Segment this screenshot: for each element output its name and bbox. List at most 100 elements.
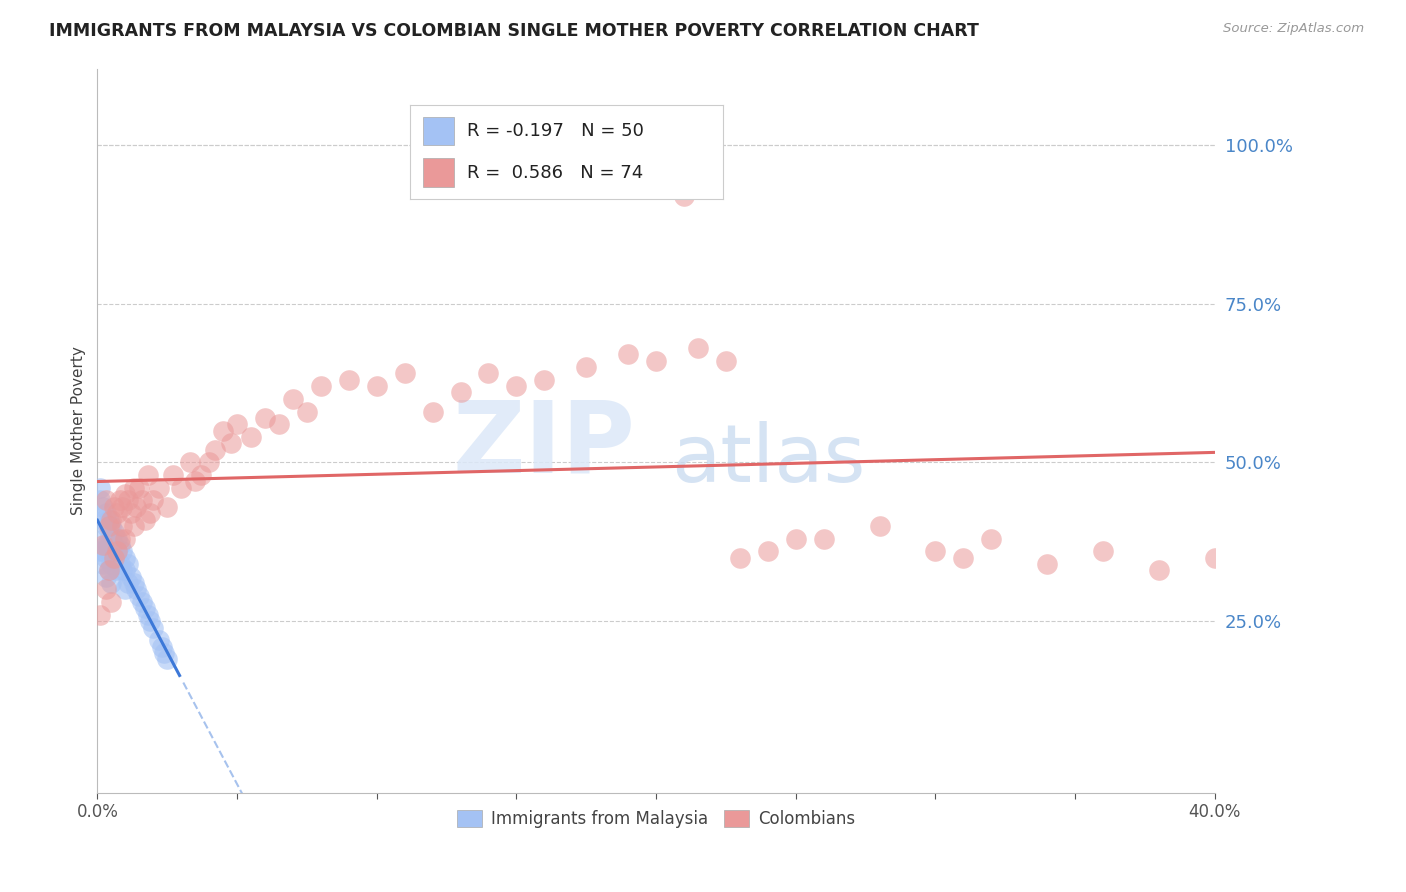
- Point: [204, 442, 226, 457]
- Point: [89, 544, 111, 558]
- Point: [575, 360, 598, 375]
- Point: [142, 620, 165, 634]
- Point: [114, 582, 136, 597]
- Point: [91, 512, 114, 526]
- Point: [1036, 557, 1059, 571]
- Point: [128, 481, 150, 495]
- Point: [111, 563, 134, 577]
- Point: [505, 379, 527, 393]
- Point: [756, 544, 779, 558]
- Point: [108, 538, 131, 552]
- Point: [422, 404, 444, 418]
- Point: [108, 532, 131, 546]
- Point: [103, 550, 125, 565]
- Point: [103, 500, 125, 514]
- Point: [136, 468, 159, 483]
- Point: [184, 475, 207, 489]
- Point: [212, 424, 235, 438]
- Point: [105, 563, 128, 577]
- Point: [97, 563, 120, 577]
- Y-axis label: Single Mother Poverty: Single Mother Poverty: [72, 346, 86, 515]
- Point: [952, 550, 974, 565]
- Point: [97, 519, 120, 533]
- Point: [114, 550, 136, 565]
- Point: [117, 493, 139, 508]
- Point: [131, 493, 153, 508]
- Point: [337, 373, 360, 387]
- Point: [111, 544, 134, 558]
- Point: [114, 532, 136, 546]
- Point: [477, 367, 499, 381]
- Point: [221, 436, 243, 450]
- Point: [100, 595, 122, 609]
- Point: [111, 500, 134, 514]
- Point: [617, 137, 640, 152]
- Point: [142, 493, 165, 508]
- Point: [100, 512, 122, 526]
- Point: [980, 532, 1002, 546]
- Point: [100, 576, 122, 591]
- Point: [89, 481, 111, 495]
- Point: [924, 544, 946, 558]
- Point: [267, 417, 290, 432]
- Point: [179, 455, 201, 469]
- Point: [122, 576, 145, 591]
- Point: [240, 430, 263, 444]
- Point: [97, 544, 120, 558]
- Point: [125, 582, 148, 597]
- Point: [94, 570, 117, 584]
- Point: [253, 410, 276, 425]
- Point: [100, 544, 122, 558]
- Point: [128, 589, 150, 603]
- Point: [394, 367, 416, 381]
- Point: [139, 506, 162, 520]
- Point: [120, 506, 142, 520]
- Point: [94, 538, 117, 552]
- Point: [785, 532, 807, 546]
- Text: Source: ZipAtlas.com: Source: ZipAtlas.com: [1223, 22, 1364, 36]
- Point: [97, 563, 120, 577]
- Point: [156, 500, 179, 514]
- Point: [108, 557, 131, 571]
- Point: [89, 493, 111, 508]
- Point: [94, 582, 117, 597]
- Point: [198, 455, 221, 469]
- Point: [122, 481, 145, 495]
- Point: [869, 519, 891, 533]
- Point: [1204, 550, 1226, 565]
- Point: [150, 640, 173, 654]
- Point: [295, 404, 318, 418]
- Point: [813, 532, 835, 546]
- Point: [91, 532, 114, 546]
- Point: [1147, 563, 1170, 577]
- Point: [105, 506, 128, 520]
- Point: [100, 557, 122, 571]
- Point: [105, 532, 128, 546]
- Point: [170, 481, 193, 495]
- Point: [89, 607, 111, 622]
- Text: IMMIGRANTS FROM MALAYSIA VS COLOMBIAN SINGLE MOTHER POVERTY CORRELATION CHART: IMMIGRANTS FROM MALAYSIA VS COLOMBIAN SI…: [49, 22, 979, 40]
- Point: [94, 506, 117, 520]
- Point: [111, 519, 134, 533]
- Point: [617, 347, 640, 361]
- Point: [100, 519, 122, 533]
- Point: [645, 353, 668, 368]
- Point: [673, 188, 696, 202]
- Point: [226, 417, 249, 432]
- Point: [136, 607, 159, 622]
- Point: [134, 601, 156, 615]
- Point: [139, 614, 162, 628]
- Point: [100, 532, 122, 546]
- Point: [97, 512, 120, 526]
- Point: [533, 373, 555, 387]
- Point: [108, 493, 131, 508]
- Point: [162, 468, 184, 483]
- Point: [91, 544, 114, 558]
- Text: ZIP: ZIP: [453, 397, 636, 493]
- Point: [91, 500, 114, 514]
- Point: [105, 544, 128, 558]
- Point: [91, 557, 114, 571]
- Point: [728, 550, 751, 565]
- Text: atlas: atlas: [671, 420, 865, 499]
- Point: [94, 493, 117, 508]
